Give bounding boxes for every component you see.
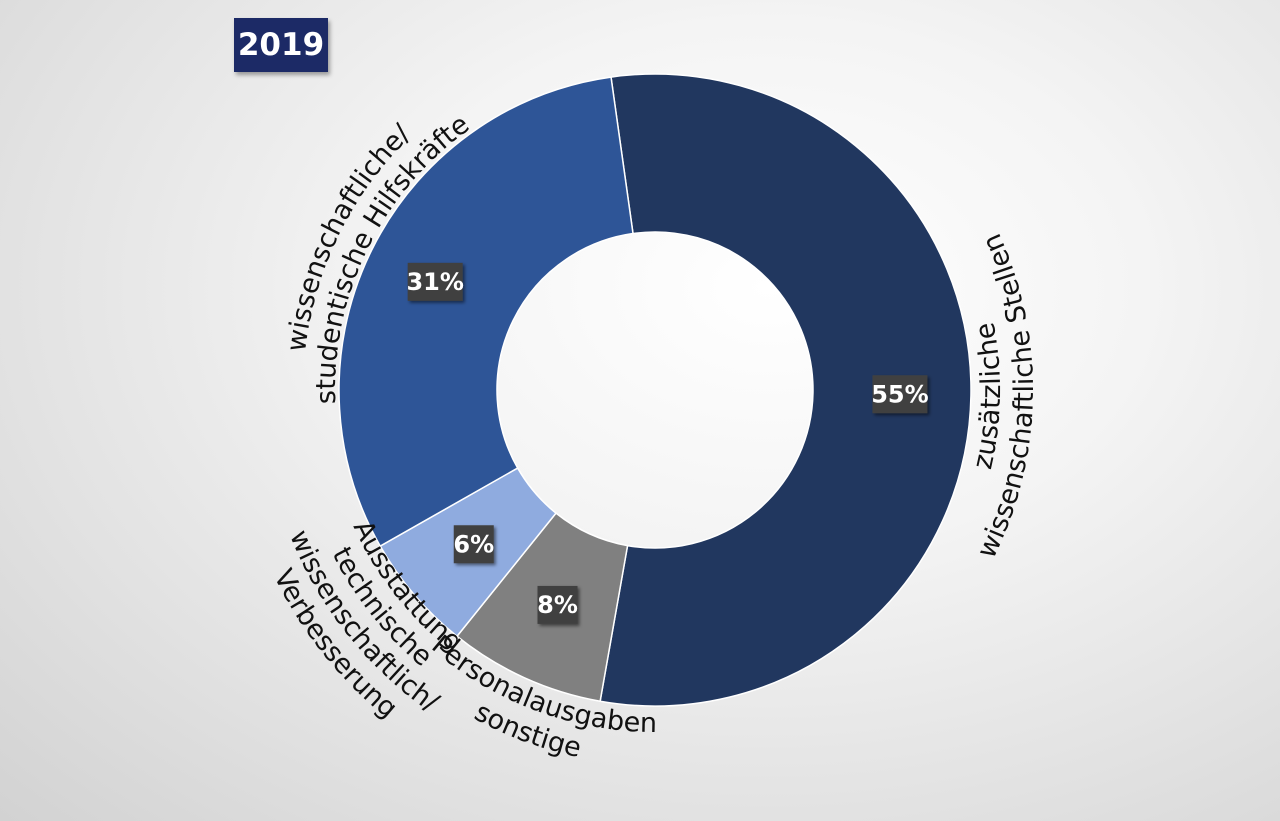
slice-1 xyxy=(599,73,972,707)
value-label-2: 8% xyxy=(537,591,578,619)
slices-group xyxy=(338,73,972,707)
value-label-box-3 xyxy=(453,525,494,564)
value-label-4: 31% xyxy=(406,268,463,296)
category-label-1-line-1: zusätzliche xyxy=(967,320,1007,472)
value-label-3: 6% xyxy=(453,530,494,558)
value-label-box-2 xyxy=(537,585,578,624)
value-label-1: 55% xyxy=(871,380,928,408)
value-label-box-1 xyxy=(872,375,928,414)
year-badge: 2019 xyxy=(234,18,328,72)
value-labels-group: 55% 8% 6% 31% xyxy=(406,262,929,624)
value-label-box-4 xyxy=(407,262,463,301)
slice-4 xyxy=(338,76,634,548)
